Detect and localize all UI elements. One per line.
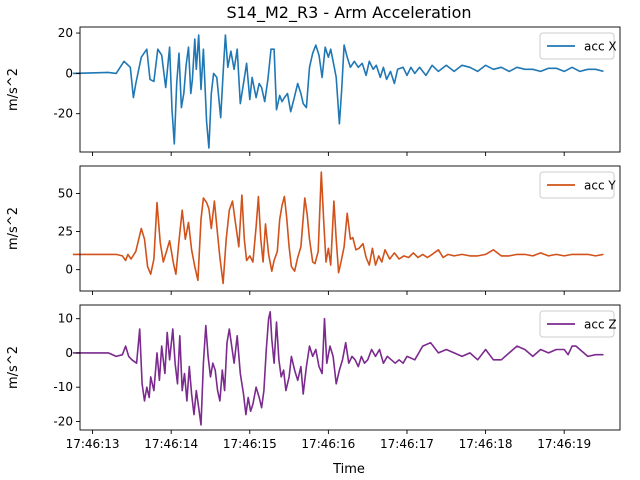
chart-title: S14_M2_R3 - Arm Acceleration (226, 3, 471, 23)
y-tick-label: 10 (58, 312, 73, 326)
subplot-y: 0 25 50 m/s^2 acc Y (6, 165, 621, 295)
legend: acc Z (539, 310, 617, 338)
y-tick-label: 25 (58, 225, 73, 239)
y-axis-label: m/s^2 (6, 68, 21, 111)
x-tick-label: 17:46:17 (380, 437, 434, 451)
legend-box (539, 310, 615, 338)
subplot-z: -20 -10 0 10 17:46:13 17:46:14 17:46:15 17:46:1… (6, 304, 621, 451)
y-tick-label: 20 (58, 26, 73, 40)
x-tick-label: 17:46:15 (223, 437, 277, 451)
axes-frame (79, 165, 621, 292)
legend-label: acc Z (584, 318, 617, 332)
y-tick-label: 0 (65, 263, 73, 277)
series-line-x (72, 34, 604, 149)
x-tick-label: 17:46:19 (537, 437, 591, 451)
axes-frame (79, 26, 621, 153)
legend-box (539, 171, 615, 199)
series-line-z (72, 311, 604, 426)
y-tick-label: 0 (65, 346, 73, 360)
legend-box (539, 32, 615, 60)
x-axis-label: Time (332, 462, 365, 477)
y-axis-label: m/s^2 (6, 346, 21, 389)
y-tick-label: -10 (53, 380, 73, 394)
subplot-x: -20 0 20 m/s^2 acc X (6, 26, 621, 156)
y-tick-label: 50 (58, 186, 73, 200)
legend-label: acc Y (584, 179, 616, 193)
y-axis-label: m/s^2 (6, 207, 21, 250)
legend: acc Y (539, 171, 616, 199)
x-tick-label: 17:46:18 (459, 437, 513, 451)
y-tick-label: 0 (65, 66, 73, 80)
legend-label: acc X (584, 40, 617, 54)
x-tick-label: 17:46:16 (301, 437, 355, 451)
y-tick-label: -20 (53, 107, 73, 121)
series-line-y (72, 171, 604, 285)
subplots-container: -20 0 20 m/s^2 acc X 0 25 50 m/s^2 acc Y -20 -10 0 10… (6, 26, 621, 451)
y-tick-label: -20 (53, 414, 73, 428)
x-tick-label: 17:46:13 (66, 437, 120, 451)
x-tick-label: 17:46:14 (144, 437, 198, 451)
axes-frame (79, 304, 621, 431)
legend: acc X (539, 32, 617, 60)
